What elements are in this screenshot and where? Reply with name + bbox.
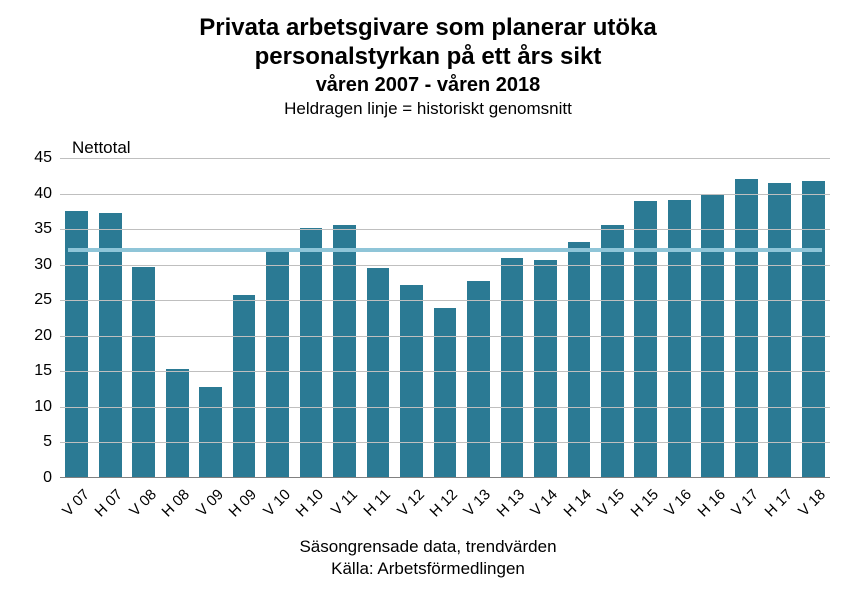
x-tick-label: H 15 (627, 486, 661, 520)
x-tick-label: V 17 (728, 486, 762, 520)
bars-group (60, 158, 830, 478)
bar (634, 201, 657, 478)
title-block: Privata arbetsgivare som planerar utöka … (0, 0, 856, 119)
bar (534, 260, 557, 478)
y-tick-label: 0 (12, 469, 52, 487)
x-tick-label: V 07 (59, 486, 93, 520)
bar (99, 213, 122, 478)
x-tick-label: H 07 (92, 486, 126, 520)
gridline (60, 442, 830, 443)
y-tick-label: 40 (12, 185, 52, 203)
bar (400, 285, 423, 478)
x-tick-label: V 10 (260, 486, 294, 520)
x-tick-label: V 12 (394, 486, 428, 520)
gridline (60, 194, 830, 195)
plot-area: 051015202530354045 (60, 158, 830, 478)
gridline (60, 300, 830, 301)
x-axis-labels: V 07H 07V 08H 08V 09H 09V 10H 10V 11H 11… (60, 480, 830, 540)
footer-line2: Källa: Arbetsförmedlingen (0, 558, 856, 580)
y-tick-label: 30 (12, 256, 52, 274)
bar (132, 267, 155, 478)
x-tick-label: H 17 (761, 486, 795, 520)
x-tick-label: H 09 (226, 486, 260, 520)
chart-subtitle: våren 2007 - våren 2018 (0, 74, 856, 97)
gridline (60, 336, 830, 337)
x-axis-line (60, 477, 830, 478)
bar (601, 225, 624, 478)
y-tick-label: 10 (12, 398, 52, 416)
chart-title-line1: Privata arbetsgivare som planerar utöka (0, 14, 856, 43)
bar (735, 179, 758, 478)
y-tick-label: 5 (12, 433, 52, 451)
bar (266, 250, 289, 478)
y-axis-title: Nettotal (72, 138, 131, 158)
gridline (60, 158, 830, 159)
chart-title-line2: personalstyrkan på ett års sikt (0, 43, 856, 72)
gridline (60, 371, 830, 372)
chart-note: Heldragen linje = historiskt genomsnitt (0, 99, 856, 119)
x-tick-label: H 10 (293, 486, 327, 520)
bar (233, 295, 256, 478)
bar (802, 181, 825, 478)
bar (434, 308, 457, 478)
x-tick-label: H 14 (560, 486, 594, 520)
x-tick-label: V 14 (528, 486, 562, 520)
bar (768, 183, 791, 478)
gridline (60, 229, 830, 230)
bar (333, 225, 356, 478)
bar (501, 258, 524, 478)
gridline (60, 407, 830, 408)
x-tick-label: H 12 (427, 486, 461, 520)
gridline (60, 265, 830, 266)
y-tick-label: 25 (12, 291, 52, 309)
bar (199, 387, 222, 478)
average-line (68, 248, 822, 252)
footer-line1: Säsongrensade data, trendvärden (0, 536, 856, 558)
x-tick-label: V 13 (461, 486, 495, 520)
chart-footer: Säsongrensade data, trendvärden Källa: A… (0, 536, 856, 580)
y-tick-label: 35 (12, 220, 52, 238)
y-tick-label: 45 (12, 149, 52, 167)
x-tick-label: V 08 (126, 486, 160, 520)
bar (367, 268, 390, 478)
x-tick-label: H 13 (494, 486, 528, 520)
bar (467, 281, 490, 478)
x-tick-label: V 16 (662, 486, 696, 520)
y-tick-label: 20 (12, 327, 52, 345)
chart-container: Privata arbetsgivare som planerar utöka … (0, 0, 856, 591)
x-tick-label: V 11 (328, 486, 361, 519)
x-tick-label: H 11 (360, 486, 394, 520)
x-tick-label: V 18 (795, 486, 829, 520)
y-tick-label: 15 (12, 362, 52, 380)
bar (668, 200, 691, 478)
x-tick-label: V 15 (595, 486, 629, 520)
bar (166, 369, 189, 478)
x-tick-label: H 08 (159, 486, 193, 520)
x-tick-label: V 09 (193, 486, 227, 520)
x-tick-label: H 16 (694, 486, 728, 520)
